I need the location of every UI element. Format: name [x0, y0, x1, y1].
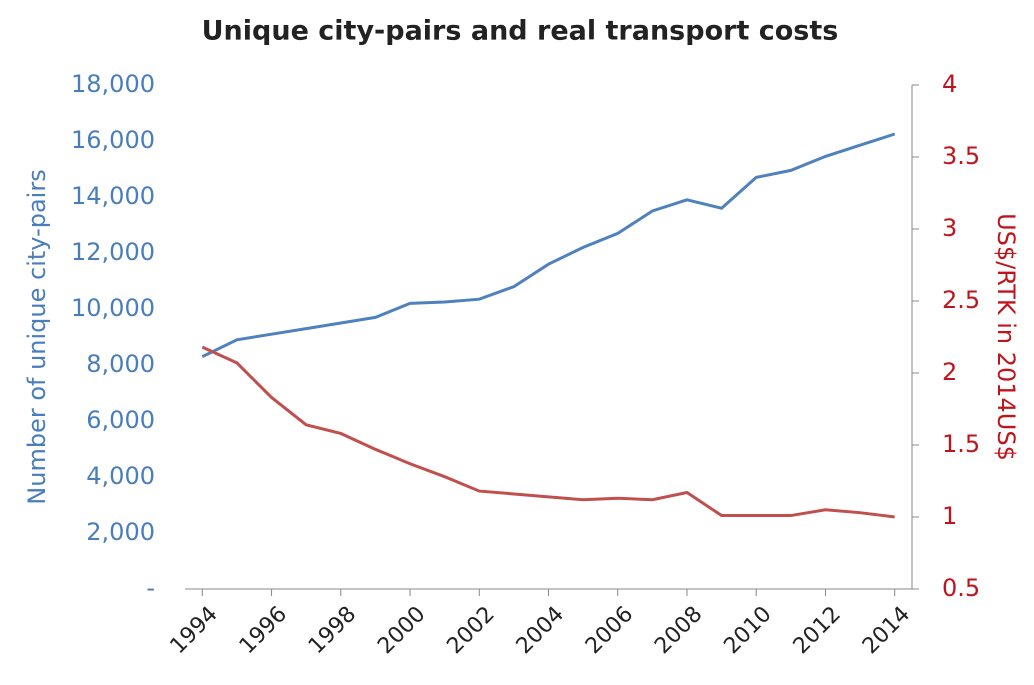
y2-tick-label: 3 [942, 214, 957, 242]
y-tick-label: 10,000 [71, 294, 155, 322]
x-tick-label: 1994 [166, 602, 223, 659]
y2-tick-label: 1 [942, 502, 957, 530]
x-tick-label: 2000 [373, 602, 430, 659]
y-tick-label: 2,000 [86, 518, 155, 546]
y-tick-label: 16,000 [71, 126, 155, 154]
x-tick-label: 1996 [235, 602, 292, 659]
chart-title: Unique city-pairs and real transport cos… [202, 16, 839, 47]
x-tick-label: 2012 [789, 602, 846, 659]
y-tick-label: 8,000 [86, 350, 155, 378]
y-tick-label: 18,000 [71, 70, 155, 98]
y-axis-label: Number of unique city-pairs [23, 169, 51, 504]
y-tick-label: 4,000 [86, 462, 155, 490]
y2-tick-label: 2 [942, 358, 957, 386]
y2-tick-label: 3.5 [942, 142, 980, 170]
y2-tick-label: 4 [942, 70, 957, 98]
x-tick-label: 2006 [581, 602, 638, 659]
x-tick-label: 2008 [650, 602, 707, 659]
y-tick-label: 14,000 [71, 182, 155, 210]
y2-axis-label: US$/RTK in 2014US$ [992, 213, 1020, 461]
y-tick-label: 12,000 [71, 238, 155, 266]
x-tick-label: 2010 [719, 602, 776, 659]
x-tick-label: 1998 [304, 602, 361, 659]
y2-tick-label: 1.5 [942, 430, 980, 458]
series-line [201, 132, 896, 358]
y-tick-label: - [146, 574, 155, 602]
series-line [201, 345, 895, 519]
x-tick-label: 2014 [858, 602, 915, 659]
y-tick-label: 6,000 [86, 406, 155, 434]
y2-tick-label: 0.5 [942, 574, 980, 602]
x-tick-label: 2004 [512, 602, 569, 659]
y2-tick-label: 2.5 [942, 286, 980, 314]
x-tick-label: 2002 [442, 602, 499, 659]
